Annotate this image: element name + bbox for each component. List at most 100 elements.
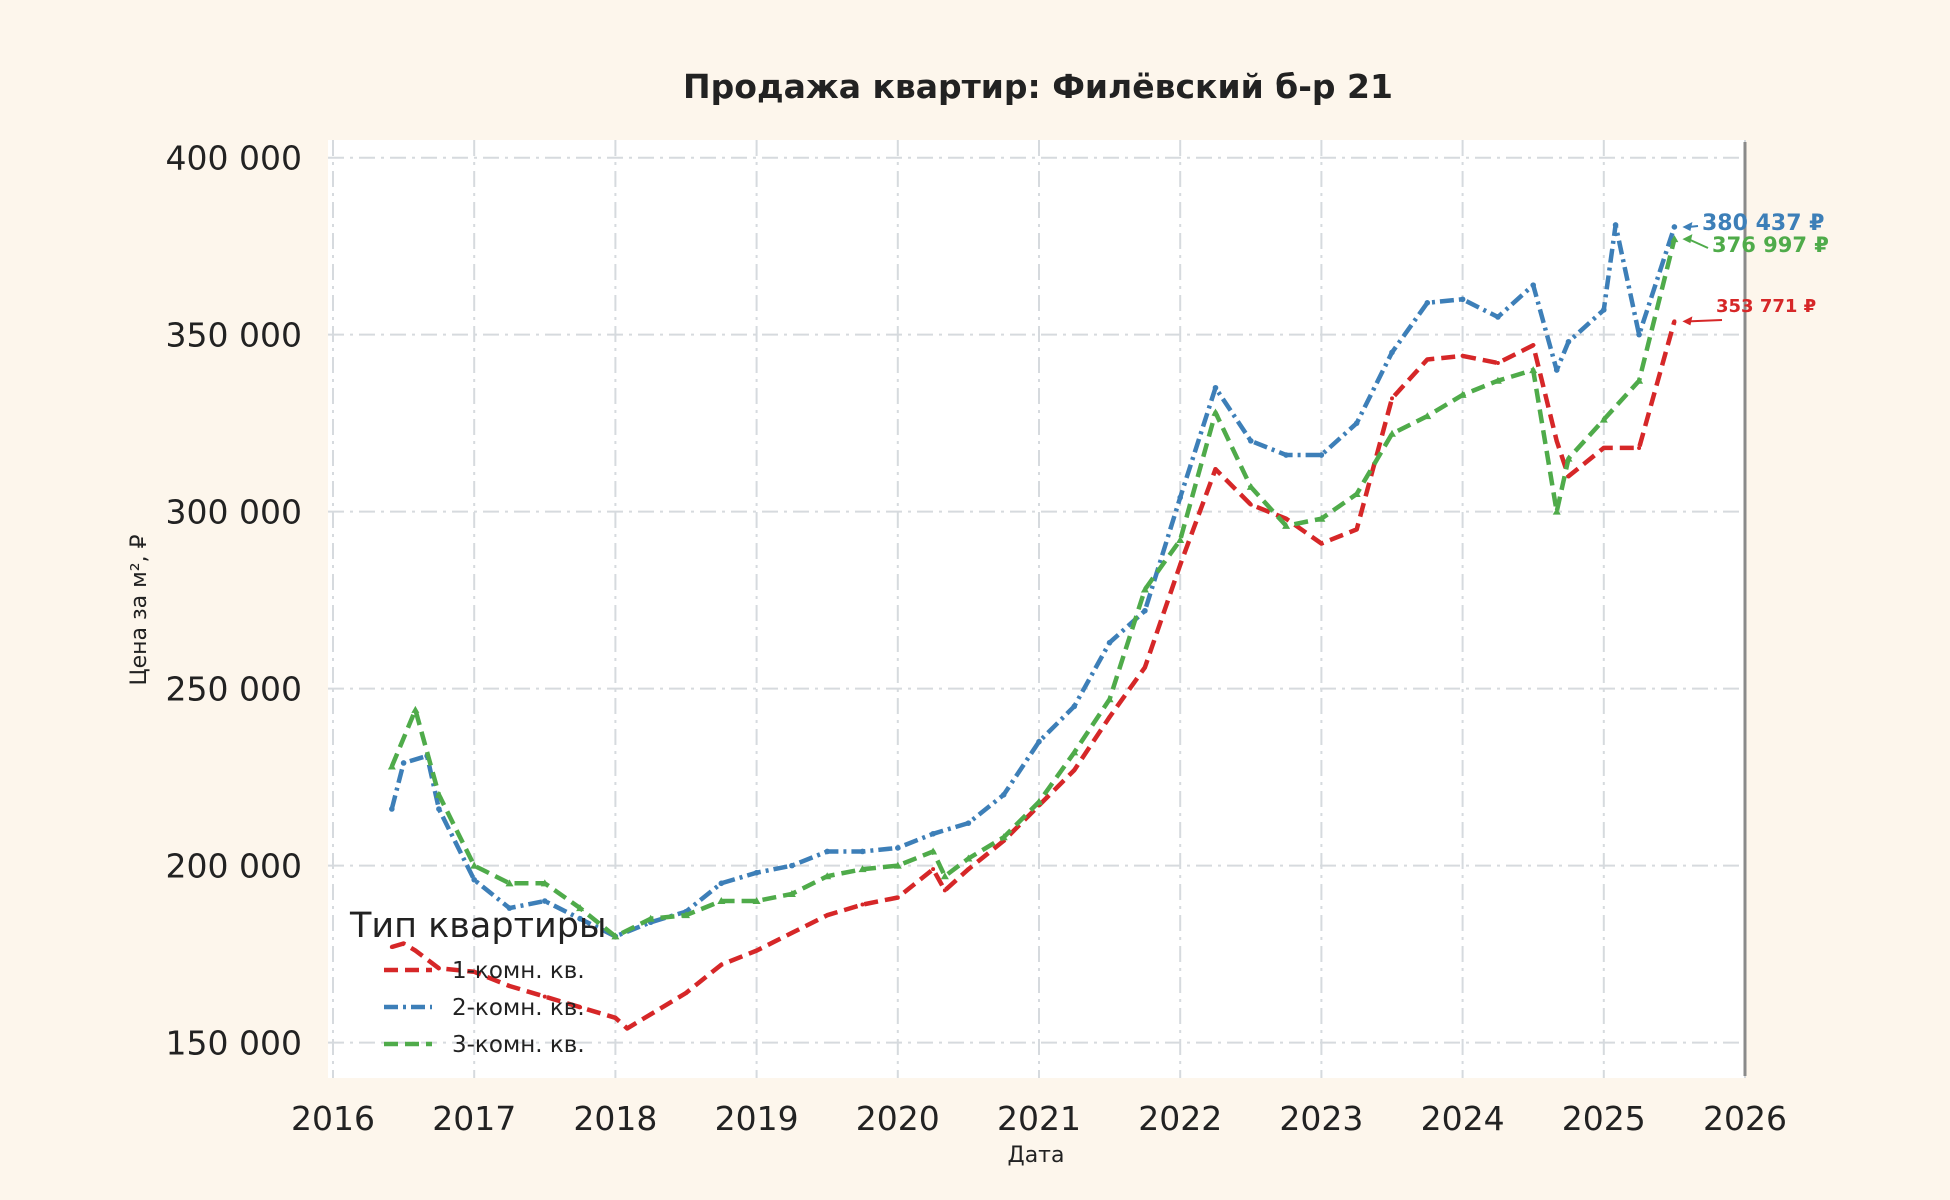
x-tick-label: 2018 <box>573 1099 657 1138</box>
plot-area <box>328 140 1745 1078</box>
data-point <box>411 705 420 713</box>
y-tick-label: 300 000 <box>166 493 302 532</box>
data-point <box>1423 412 1432 420</box>
data-point <box>436 966 441 971</box>
x-tick-label: 2026 <box>1703 1099 1787 1138</box>
data-point <box>434 790 443 798</box>
data-point <box>507 983 512 988</box>
data-point <box>506 905 513 911</box>
data-point <box>389 945 394 950</box>
data-point <box>1671 224 1678 230</box>
annotation-arrow <box>1687 238 1709 249</box>
data-point <box>1282 521 1291 529</box>
data-point <box>1317 514 1326 522</box>
data-point <box>1246 482 1255 490</box>
data-point <box>787 889 796 897</box>
data-point <box>613 1015 618 1020</box>
data-point <box>1213 467 1218 472</box>
axes: 2016 2017 2018 2019 2020 2021 2022 2023 2024 2025… <box>166 139 1787 1138</box>
data-point <box>1390 396 1394 401</box>
data-point <box>1212 384 1219 391</box>
data-point <box>470 861 479 869</box>
data-point <box>1495 360 1500 365</box>
data-point <box>824 848 830 855</box>
data-point <box>860 902 865 907</box>
data-point <box>505 879 514 887</box>
data-point <box>1319 541 1324 546</box>
data-point <box>1460 353 1465 358</box>
data-point <box>1424 300 1431 306</box>
data-point <box>646 914 655 922</box>
data-point <box>1176 535 1185 543</box>
data-point <box>1248 438 1254 444</box>
y-tick-label: 250 000 <box>166 670 302 709</box>
annotation-label: 376 997 ₽ <box>1712 233 1829 257</box>
data-point <box>400 760 407 766</box>
data-point <box>1599 415 1608 423</box>
data-point <box>1601 307 1607 313</box>
data-point <box>1458 390 1467 398</box>
x-tick-label: 2017 <box>432 1099 516 1138</box>
data-point <box>1071 703 1078 710</box>
x-tick-label: 2025 <box>1562 1099 1646 1138</box>
data-point <box>648 1012 653 1017</box>
data-point <box>1283 452 1289 458</box>
data-point <box>1072 768 1077 773</box>
x-tick-label: 2023 <box>1279 1099 1363 1138</box>
y-tick-label: 150 000 <box>166 1024 302 1063</box>
data-point <box>964 854 973 862</box>
data-point <box>719 962 724 967</box>
data-point <box>1425 357 1430 362</box>
annotation-arrowhead <box>1682 221 1693 231</box>
data-point <box>611 932 620 940</box>
data-point <box>940 872 949 880</box>
series-line-3 <box>389 238 1677 939</box>
data-point <box>1459 296 1466 303</box>
data-point <box>1530 282 1536 288</box>
data-point <box>942 888 947 893</box>
data-point <box>1036 738 1042 745</box>
data-point <box>1565 338 1572 345</box>
chart-title: Продажа квартир: Филёвский б-р 21 <box>683 67 1393 106</box>
data-point <box>753 869 760 876</box>
data-point <box>1353 420 1360 426</box>
data-point <box>1531 343 1536 348</box>
x-tick-label: 2022 <box>1138 1099 1222 1138</box>
data-point <box>717 897 726 905</box>
legend-title: Тип квартиры <box>349 906 607 946</box>
data-point <box>471 876 478 883</box>
annotation-arrowhead <box>1682 234 1693 244</box>
data-point <box>1000 792 1007 798</box>
data-point <box>859 848 866 855</box>
x-axis-label: Дата <box>1008 1143 1065 1168</box>
data-point <box>1493 376 1502 384</box>
data-point <box>931 867 936 872</box>
data-point <box>893 861 902 869</box>
data-point <box>825 913 830 918</box>
data-point <box>1636 331 1642 338</box>
data-point <box>966 867 971 872</box>
data-point <box>682 911 690 919</box>
annotations: 380 437 ₽376 997 ₽ 353 771 ₽ <box>1682 211 1829 326</box>
data-point <box>895 845 901 851</box>
data-point <box>387 762 396 770</box>
data-point <box>1178 562 1183 567</box>
data-point <box>472 969 477 974</box>
data-point <box>1672 319 1677 324</box>
series-group <box>387 222 1679 1031</box>
x-tick-label: 2024 <box>1421 1099 1505 1138</box>
y-tick-label: 200 000 <box>166 847 302 886</box>
x-tick-label: 2020 <box>856 1099 940 1138</box>
legend-label-2: 2-комн. кв. <box>452 995 585 1021</box>
data-point <box>1564 454 1573 462</box>
data-point <box>1106 639 1113 646</box>
data-point <box>1388 429 1396 437</box>
data-point <box>789 862 795 869</box>
data-point <box>1107 714 1112 719</box>
data-point <box>789 930 794 935</box>
data-point <box>1601 445 1606 450</box>
data-point <box>1354 527 1359 532</box>
data-point <box>1389 349 1395 356</box>
data-point <box>542 898 548 904</box>
